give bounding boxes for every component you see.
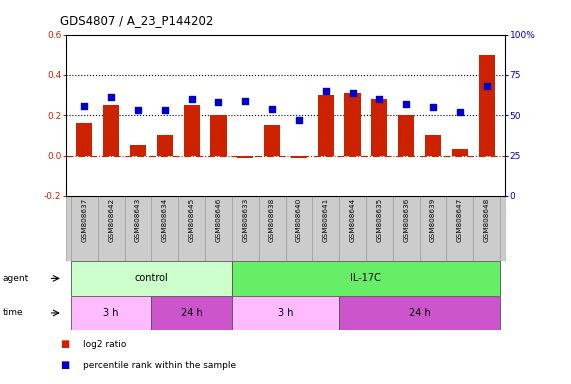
Point — [268, 106, 277, 112]
Text: GSM808635: GSM808635 — [376, 198, 383, 242]
Bar — [478, 55, 494, 156]
Text: GSM808645: GSM808645 — [188, 198, 195, 242]
Point — [294, 117, 303, 123]
Text: percentile rank within the sample: percentile rank within the sample — [83, 361, 236, 370]
Text: ■: ■ — [60, 360, 69, 370]
Bar — [452, 149, 468, 156]
Text: GSM808648: GSM808648 — [484, 198, 489, 242]
Bar — [232, 296, 339, 330]
Text: GSM808634: GSM808634 — [162, 198, 168, 242]
Bar — [130, 146, 146, 156]
Bar — [157, 136, 173, 156]
Text: GSM808638: GSM808638 — [269, 198, 275, 242]
Point — [80, 103, 89, 109]
Point — [401, 101, 411, 107]
Text: GSM808636: GSM808636 — [403, 198, 409, 242]
Text: control: control — [135, 273, 168, 283]
Text: 24 h: 24 h — [181, 308, 203, 318]
Bar — [339, 296, 500, 330]
Point — [482, 83, 491, 89]
Point — [428, 104, 437, 110]
Text: GSM808642: GSM808642 — [108, 198, 114, 242]
Bar — [425, 136, 441, 156]
Text: time: time — [3, 308, 23, 318]
Point — [214, 99, 223, 105]
Text: GSM808643: GSM808643 — [135, 198, 141, 242]
Bar — [291, 156, 307, 157]
Point — [321, 88, 330, 94]
Text: agent: agent — [3, 274, 29, 283]
Text: GSM808647: GSM808647 — [457, 198, 463, 242]
Bar — [211, 115, 227, 156]
Point — [107, 94, 116, 101]
Text: ■: ■ — [60, 339, 69, 349]
Text: log2 ratio: log2 ratio — [83, 340, 126, 349]
Text: GSM808633: GSM808633 — [242, 198, 248, 242]
Bar — [77, 123, 93, 156]
Bar — [71, 296, 151, 330]
Bar — [398, 115, 414, 156]
Point — [348, 89, 357, 96]
Bar — [371, 99, 387, 156]
Text: 3 h: 3 h — [103, 308, 119, 318]
Text: IL-17C: IL-17C — [351, 273, 381, 283]
Point — [134, 107, 143, 113]
Text: GSM808637: GSM808637 — [82, 198, 87, 242]
Text: GSM808641: GSM808641 — [323, 198, 329, 242]
Bar — [317, 95, 334, 156]
Bar — [232, 261, 500, 296]
Bar — [264, 125, 280, 156]
Bar — [344, 93, 360, 156]
Text: 24 h: 24 h — [409, 308, 431, 318]
Bar — [237, 156, 254, 157]
Text: GSM808640: GSM808640 — [296, 198, 302, 242]
Text: GSM808644: GSM808644 — [349, 198, 356, 242]
Text: GSM808639: GSM808639 — [430, 198, 436, 242]
Point — [455, 109, 464, 115]
Text: GSM808646: GSM808646 — [215, 198, 222, 242]
Bar — [184, 105, 200, 156]
Bar — [151, 296, 232, 330]
Bar — [71, 261, 232, 296]
Text: GDS4807 / A_23_P144202: GDS4807 / A_23_P144202 — [60, 14, 214, 27]
Point — [241, 98, 250, 104]
Point — [375, 96, 384, 102]
Bar — [103, 105, 119, 156]
Text: 3 h: 3 h — [278, 308, 293, 318]
Point — [160, 107, 170, 113]
Point — [187, 96, 196, 102]
